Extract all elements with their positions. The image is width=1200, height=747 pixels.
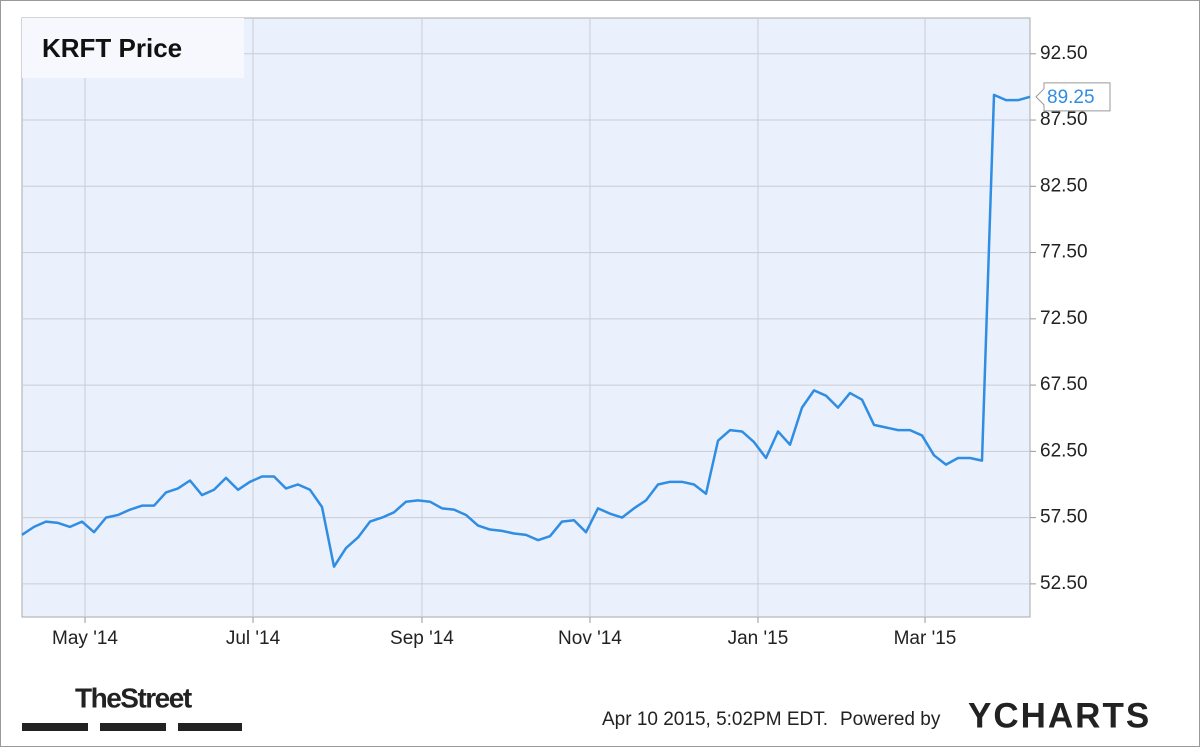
x-tick-label: Sep '14	[390, 628, 454, 649]
y-tick-label: 72.50	[1040, 308, 1088, 329]
brand-bar	[178, 723, 242, 731]
y-tick-label: 62.50	[1040, 440, 1088, 461]
x-tick-label: May '14	[52, 628, 118, 649]
timestamp: Apr 10 2015, 5:02PM EDT.	[602, 709, 828, 730]
y-tick-label: 92.50	[1040, 43, 1088, 64]
y-tick-label: 87.50	[1040, 109, 1088, 130]
y-tick-label: 67.50	[1040, 374, 1088, 395]
y-tick-label: 57.50	[1040, 507, 1088, 528]
plot-area	[21, 17, 1031, 618]
x-tick-label: Mar '15	[894, 628, 957, 649]
last-value-label: 89.25	[1047, 87, 1095, 108]
x-tick-label: Jul '14	[226, 628, 281, 649]
brand-bar	[100, 723, 166, 731]
brand: TheStreet	[75, 682, 192, 713]
price-line	[21, 93, 1031, 568]
x-tick-label: Nov '14	[558, 628, 622, 649]
x-tick-label: Jan '15	[728, 628, 789, 649]
y-tick-label: 82.50	[1040, 175, 1088, 196]
brand-bar	[22, 723, 88, 731]
y-tick-label: 52.50	[1040, 573, 1088, 594]
title-box	[22, 18, 244, 78]
powered-by: Powered by	[840, 709, 941, 730]
ycharts-logo: YCHARTS	[968, 696, 1151, 735]
chart-title: KRFT Price	[42, 33, 182, 63]
y-tick-label: 77.50	[1040, 242, 1088, 263]
last-value-box	[1035, 82, 1111, 112]
